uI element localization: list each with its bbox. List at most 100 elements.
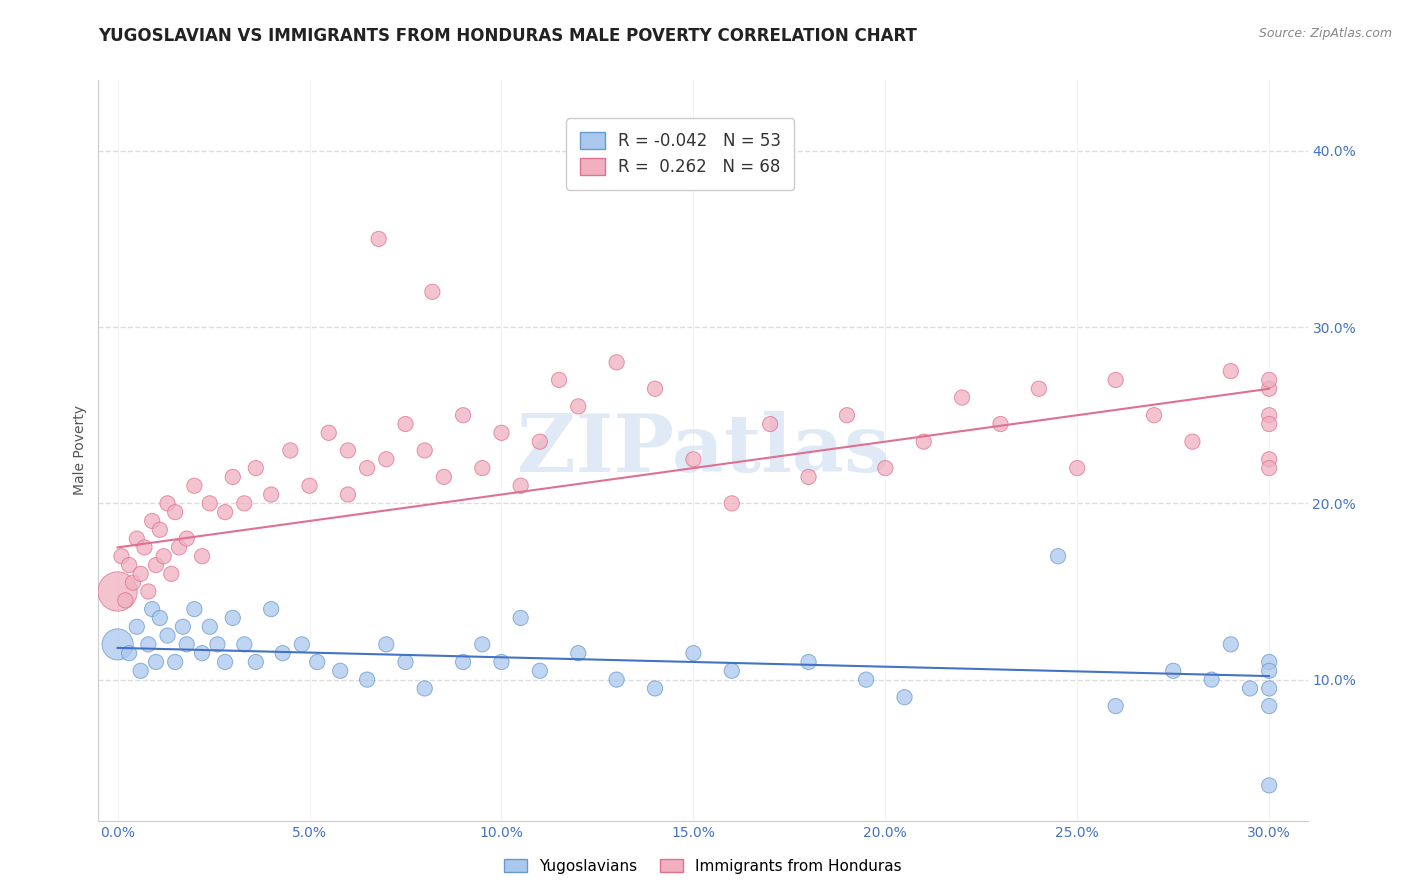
Point bbox=[759, 417, 782, 431]
Point bbox=[1181, 434, 1204, 449]
Point bbox=[1104, 373, 1126, 387]
Point bbox=[797, 470, 820, 484]
Point bbox=[307, 655, 329, 669]
Point bbox=[835, 408, 858, 422]
Point bbox=[134, 541, 156, 555]
Point bbox=[214, 505, 236, 519]
Point bbox=[141, 514, 163, 528]
Point bbox=[1143, 408, 1166, 422]
Legend: Yugoslavians, Immigrants from Honduras: Yugoslavians, Immigrants from Honduras bbox=[498, 853, 908, 880]
Point bbox=[1258, 373, 1281, 387]
Point bbox=[797, 655, 820, 669]
Point bbox=[1258, 382, 1281, 396]
Point bbox=[1047, 549, 1070, 564]
Point bbox=[682, 452, 704, 467]
Point bbox=[394, 655, 416, 669]
Point bbox=[644, 681, 666, 696]
Point bbox=[129, 566, 152, 581]
Point bbox=[509, 479, 531, 493]
Point bbox=[1258, 778, 1281, 792]
Point bbox=[318, 425, 340, 440]
Point bbox=[291, 637, 314, 651]
Point bbox=[198, 496, 221, 510]
Point bbox=[1258, 452, 1281, 467]
Point bbox=[125, 532, 148, 546]
Point bbox=[207, 637, 229, 651]
Point bbox=[471, 461, 494, 475]
Point bbox=[433, 470, 456, 484]
Point bbox=[606, 355, 628, 369]
Point bbox=[413, 443, 436, 458]
Point bbox=[529, 664, 551, 678]
Y-axis label: Male Poverty: Male Poverty bbox=[73, 406, 87, 495]
Point bbox=[245, 461, 267, 475]
Point bbox=[156, 629, 179, 643]
Point bbox=[176, 532, 198, 546]
Point bbox=[1104, 699, 1126, 714]
Point bbox=[875, 461, 897, 475]
Point bbox=[233, 637, 256, 651]
Point bbox=[606, 673, 628, 687]
Point bbox=[125, 620, 148, 634]
Text: YUGOSLAVIAN VS IMMIGRANTS FROM HONDURAS MALE POVERTY CORRELATION CHART: YUGOSLAVIAN VS IMMIGRANTS FROM HONDURAS … bbox=[98, 27, 917, 45]
Point bbox=[1258, 461, 1281, 475]
Point bbox=[156, 496, 179, 510]
Point bbox=[375, 637, 398, 651]
Point bbox=[1258, 664, 1281, 678]
Point bbox=[509, 611, 531, 625]
Point bbox=[160, 566, 183, 581]
Point bbox=[1219, 637, 1241, 651]
Point bbox=[1201, 673, 1223, 687]
Point bbox=[136, 584, 159, 599]
Point bbox=[491, 425, 513, 440]
Point bbox=[1161, 664, 1184, 678]
Point bbox=[682, 646, 704, 660]
Point bbox=[183, 602, 205, 616]
Point bbox=[644, 382, 666, 396]
Point bbox=[298, 479, 321, 493]
Point bbox=[129, 664, 152, 678]
Point bbox=[114, 593, 136, 607]
Point bbox=[149, 523, 172, 537]
Point bbox=[548, 373, 571, 387]
Point bbox=[329, 664, 352, 678]
Point bbox=[1239, 681, 1261, 696]
Point bbox=[118, 558, 141, 572]
Point bbox=[145, 558, 167, 572]
Point bbox=[260, 487, 283, 501]
Point bbox=[1258, 408, 1281, 422]
Point bbox=[491, 655, 513, 669]
Text: Source: ZipAtlas.com: Source: ZipAtlas.com bbox=[1258, 27, 1392, 40]
Point bbox=[222, 611, 245, 625]
Point bbox=[198, 620, 221, 634]
Point bbox=[222, 470, 245, 484]
Point bbox=[367, 232, 389, 246]
Point bbox=[1258, 699, 1281, 714]
Point bbox=[172, 620, 194, 634]
Point bbox=[1258, 417, 1281, 431]
Point bbox=[413, 681, 436, 696]
Point bbox=[451, 655, 474, 669]
Point bbox=[191, 549, 214, 564]
Point bbox=[260, 602, 283, 616]
Point bbox=[567, 646, 589, 660]
Point bbox=[720, 664, 742, 678]
Point bbox=[233, 496, 256, 510]
Point bbox=[136, 637, 159, 651]
Point bbox=[1258, 681, 1281, 696]
Point bbox=[107, 584, 129, 599]
Point bbox=[529, 434, 551, 449]
Point bbox=[356, 673, 378, 687]
Point bbox=[990, 417, 1012, 431]
Point bbox=[912, 434, 935, 449]
Point bbox=[183, 479, 205, 493]
Point bbox=[1028, 382, 1050, 396]
Point bbox=[271, 646, 294, 660]
Point bbox=[122, 575, 145, 590]
Point bbox=[950, 391, 973, 405]
Point bbox=[375, 452, 398, 467]
Point bbox=[567, 400, 589, 414]
Point bbox=[118, 646, 141, 660]
Point bbox=[191, 646, 214, 660]
Point bbox=[280, 443, 302, 458]
